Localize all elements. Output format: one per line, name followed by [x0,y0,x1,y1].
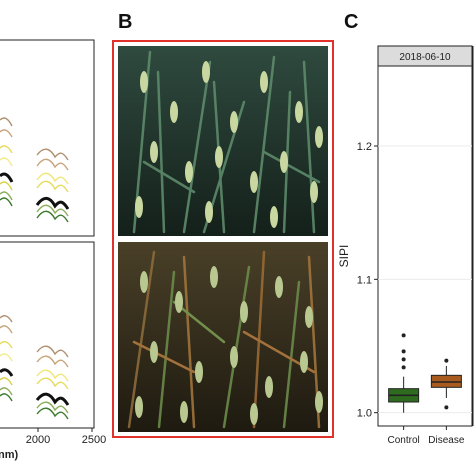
x-tick-label-disease: Disease [428,435,465,446]
panel-a-xlabel-fragment: nm) [0,449,19,461]
panel-c-letter: C [344,11,359,33]
panel-a-top-spectra [0,117,70,223]
panel-a-xtick-2000: 2000 [26,434,50,446]
box-control [388,333,420,413]
panel-a-top-frame [0,39,95,237]
box-outlier [401,357,406,362]
panel-b-letter: B [118,11,133,33]
y-tick-label: 1.1 [357,274,372,286]
panel-a-bottom-frame [0,241,95,429]
panel-a-spectra: 2000 2500 nm) [0,39,106,461]
box-outlier [401,349,406,354]
y-tick-label: 1.2 [357,141,372,153]
box-disease [430,358,462,410]
box-outlier [444,405,449,410]
box-outlier [401,365,406,370]
box-outlier [444,358,449,363]
y-tick-label: 1.0 [357,408,372,420]
panel-a-bottom-spectra [0,315,70,420]
panel-b-wheat-photos [118,46,328,432]
box-outlier [401,333,406,338]
wheat-photo-diseased [118,242,328,432]
panel-b-photo-frame [112,40,334,438]
y-axis-label: SIPI [337,245,351,268]
x-tick-label-control: Control [388,435,420,446]
panel-a-xtick-2500: 2500 [82,434,106,446]
panel-c-boxplot: 2018-06-10 SIPI 1.0 1.1 1.2 Control Disease [337,45,474,446]
facet-strip-label: 2018-06-10 [399,52,451,63]
plot-area [377,65,473,427]
wheat-photo-healthy [118,46,328,236]
